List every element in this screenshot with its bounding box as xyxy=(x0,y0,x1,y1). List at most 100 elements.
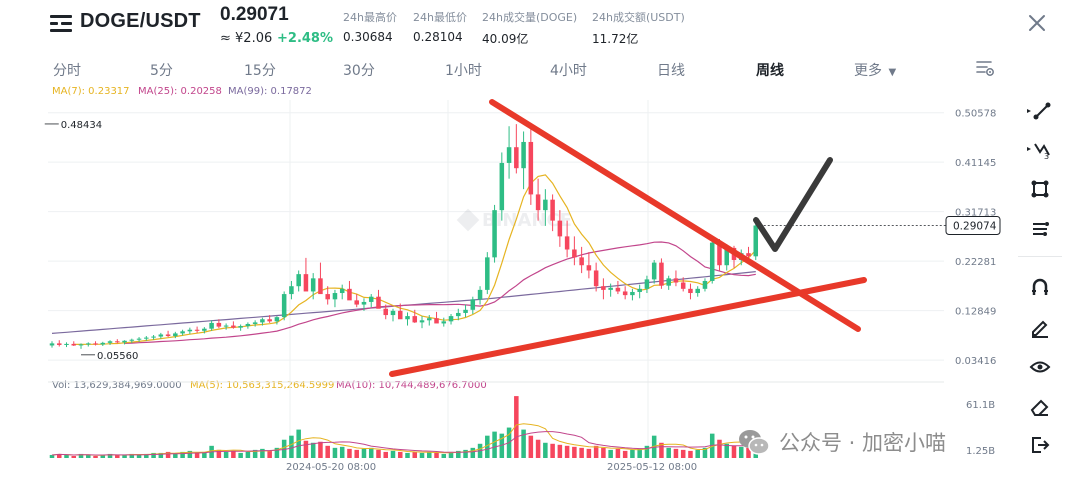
fib-tool[interactable]: 3 xyxy=(1024,134,1056,164)
volume-bar xyxy=(194,452,200,458)
candles xyxy=(49,124,759,349)
volume-bar xyxy=(49,454,55,458)
candle-body xyxy=(368,296,374,302)
candle-body xyxy=(390,310,396,316)
volume-bar xyxy=(325,445,330,458)
menu-icon[interactable] xyxy=(50,15,72,33)
candle-body xyxy=(56,343,62,345)
rectangle-tool[interactable] xyxy=(1024,174,1056,204)
pair-title[interactable]: DOGE/USDT xyxy=(80,10,201,32)
last-price: 0.29071 xyxy=(220,4,289,25)
volume-bar xyxy=(535,439,541,458)
volume-bars xyxy=(49,396,759,458)
candle-body xyxy=(332,293,338,300)
parallel-lines-tool[interactable] xyxy=(1024,214,1056,244)
candle-body xyxy=(695,288,700,294)
tab-1w[interactable]: 周线 xyxy=(756,63,784,79)
drawing-toolbar: 3 xyxy=(1018,92,1068,486)
candle-body xyxy=(651,262,657,280)
volume-bar xyxy=(180,451,185,458)
volume-bar xyxy=(427,451,432,458)
volume-tick-label: 1.25B xyxy=(966,446,995,457)
visibility-toggle[interactable] xyxy=(1024,352,1056,382)
candle-body xyxy=(644,279,650,289)
candle-body xyxy=(622,291,628,296)
candle-body xyxy=(477,289,483,300)
volume-bar xyxy=(680,449,686,458)
kline-svg[interactable]: BINANCE 0.50578 0.41145 0.31713 0.22281 0.12… xyxy=(0,82,1010,486)
candle-body xyxy=(543,199,548,211)
candle-body xyxy=(260,319,265,323)
candle-body xyxy=(608,287,613,290)
low-annotation: 0.05560 xyxy=(97,351,138,362)
candle-body xyxy=(680,282,686,289)
tab-30m[interactable]: 30分 xyxy=(343,63,375,79)
candle-body xyxy=(688,288,693,294)
candle-body xyxy=(659,262,664,286)
tab-5m[interactable]: 5分 xyxy=(150,63,173,79)
volume-bar xyxy=(78,453,84,458)
volume-bar xyxy=(289,435,294,458)
chart-settings-icon[interactable] xyxy=(975,59,995,77)
tab-15m[interactable]: 15分 xyxy=(244,63,276,79)
volume-bar xyxy=(129,453,135,458)
stat-24h-turnover: 24h成交额(USDT) 11.72亿 xyxy=(592,9,685,47)
volume-bar xyxy=(115,454,120,458)
candle-body xyxy=(724,247,729,266)
volume-bar xyxy=(557,444,563,458)
volume-bar xyxy=(702,447,708,458)
candle-body xyxy=(245,323,251,327)
volume-bar xyxy=(622,450,628,458)
volume-bar xyxy=(274,447,280,458)
candle-body xyxy=(499,162,505,211)
candle-body xyxy=(115,341,120,343)
eraser-tool[interactable] xyxy=(1024,392,1056,422)
candle-body xyxy=(49,343,55,346)
tab-4h[interactable]: 4小时 xyxy=(550,63,587,79)
candle-body xyxy=(223,325,229,327)
current-price-label: 0.29074 xyxy=(953,220,997,232)
volume-bar xyxy=(383,451,389,458)
high-annotation: 0.48434 xyxy=(61,120,102,131)
magnet-tool[interactable] xyxy=(1024,272,1056,302)
volume-bar xyxy=(644,445,650,458)
candle-body xyxy=(412,316,418,323)
volume-bar xyxy=(252,449,258,458)
tab-more-label: 更多 xyxy=(854,63,882,79)
volume-bar xyxy=(731,445,737,458)
volume-bar xyxy=(499,433,505,458)
candle-body xyxy=(151,336,156,338)
kline-chart[interactable]: BINANCE 0.50578 0.41145 0.31713 0.22281 0.12… xyxy=(0,82,1010,486)
candle-body xyxy=(354,300,359,305)
volume-bar xyxy=(492,431,497,458)
volume-bar xyxy=(405,452,410,458)
candle-body xyxy=(746,253,751,257)
volume-bar xyxy=(151,452,156,458)
volume-bar xyxy=(593,445,599,458)
tab-more[interactable]: 更多 ▼ xyxy=(854,60,896,80)
exit-drawing-tool[interactable] xyxy=(1024,430,1056,460)
candle-body xyxy=(71,343,77,346)
close-icon[interactable] xyxy=(1026,12,1048,34)
volume-bar xyxy=(738,446,744,458)
volume-bar xyxy=(187,450,193,458)
candle-body xyxy=(194,329,200,331)
pencil-tool[interactable] xyxy=(1024,312,1056,342)
candle-body xyxy=(702,280,708,289)
tab-1h[interactable]: 1小时 xyxy=(445,63,482,79)
tab-1d[interactable]: 日线 xyxy=(657,63,685,79)
volume-bar xyxy=(514,396,519,458)
candle-body xyxy=(448,316,454,322)
candle-body xyxy=(485,257,490,290)
volume-bar xyxy=(368,447,374,458)
stat-label: 24h最低价 xyxy=(413,11,467,24)
tab-time-line[interactable]: 分时 xyxy=(53,63,81,79)
drawing-annotations xyxy=(389,99,867,377)
stat-value: 0.28104 xyxy=(413,30,463,44)
volume-bar xyxy=(456,450,461,458)
trend-line-tool[interactable] xyxy=(1024,96,1056,126)
chart-grid xyxy=(48,100,944,458)
volume-bar xyxy=(564,445,570,458)
volume-bar xyxy=(122,454,127,458)
wechat-watermark: 公众号 · 加密小喵 xyxy=(737,424,946,460)
